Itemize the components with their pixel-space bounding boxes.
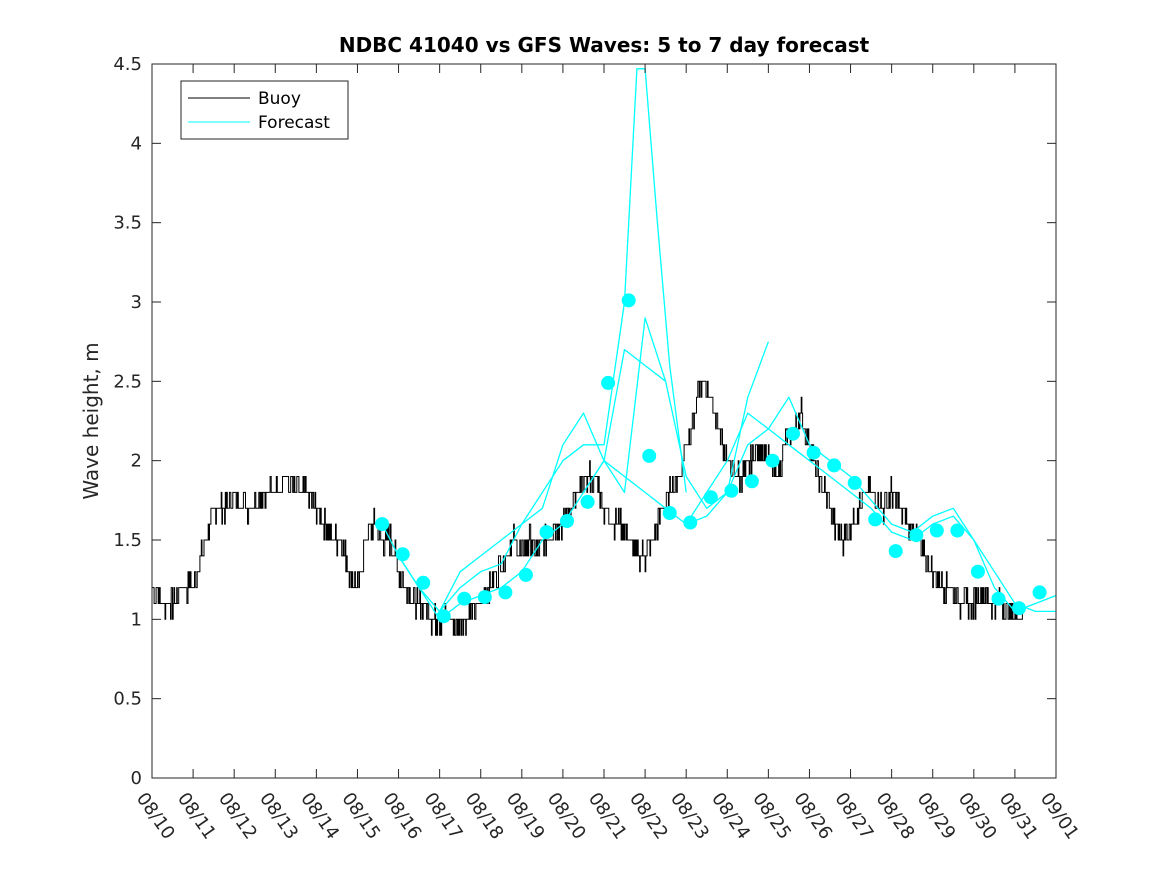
forecast-marker	[806, 445, 821, 460]
forecast-marker	[970, 564, 985, 579]
y-tick-label: 0	[131, 768, 142, 789]
legend-box	[180, 80, 349, 140]
x-tick-label: 08/19	[502, 789, 549, 844]
x-tick-label: 08/30	[954, 789, 1001, 844]
x-tick-label: 08/16	[378, 789, 425, 844]
x-tick-label: 08/21	[584, 789, 631, 844]
x-tick-label: 08/14	[296, 789, 343, 844]
forecast-marker	[909, 528, 924, 543]
x-tick-label: 08/18	[461, 789, 508, 844]
y-tick-label: 3	[131, 292, 142, 313]
x-tick-label: 08/26	[789, 789, 836, 844]
x-tick-label: 08/11	[173, 789, 220, 844]
forecast-marker	[416, 575, 431, 590]
x-axis: 08/1008/1108/1208/1308/1408/1508/1608/17…	[132, 64, 1083, 843]
y-tick-label: 1.5	[113, 530, 142, 551]
forecast-marker	[744, 474, 759, 489]
forecast-marker	[662, 506, 677, 520]
forecast-run-line-3	[439, 317, 770, 612]
x-tick-label: 08/13	[255, 789, 302, 844]
x-tick-label: 08/25	[748, 789, 795, 844]
legend-forecast-label: Forecast	[258, 113, 330, 133]
x-tick-label: 08/17	[420, 789, 467, 844]
y-tick-label: 3.5	[113, 213, 142, 234]
y-tick-label: 4	[131, 133, 142, 154]
forecast-marker	[868, 512, 883, 527]
x-tick-label: 08/31	[995, 789, 1042, 844]
x-tick-label: 08/22	[625, 789, 672, 844]
forecast-marker	[703, 490, 718, 505]
forecast-run-line-4	[582, 428, 1056, 613]
y-tick-label: 4.5	[113, 54, 142, 75]
forecast-marker	[601, 375, 616, 390]
y-tick-label: 1	[131, 609, 142, 630]
buoy-series-line	[152, 380, 1023, 636]
forecast-marker	[518, 567, 533, 582]
forecast-marker	[498, 585, 513, 600]
series-layer	[152, 68, 1056, 636]
legend-buoy-label: Buoy	[258, 89, 301, 109]
forecast-marker	[950, 523, 965, 538]
y-tick-label: 2	[131, 451, 142, 472]
y-tick-label: 0.5	[113, 689, 142, 710]
forecast-marker	[477, 590, 492, 605]
forecast-marker	[847, 475, 862, 490]
forecast-marker	[539, 525, 554, 540]
x-tick-label: 08/12	[214, 789, 261, 844]
forecast-marker	[642, 448, 657, 463]
forecast-marker	[1012, 601, 1026, 616]
x-tick-label: 08/24	[707, 789, 754, 844]
forecast-marker	[827, 458, 842, 473]
forecast-marker	[436, 609, 451, 624]
forecast-marker	[560, 514, 574, 528]
y-axis-label: Wave height, m	[79, 342, 103, 499]
x-tick-label: 08/15	[337, 789, 384, 844]
plot-area-frame	[151, 63, 1057, 779]
x-tick-label: 08/29	[913, 789, 960, 844]
x-tick-label: 09/01	[1036, 789, 1083, 844]
x-tick-label: 08/10	[132, 789, 179, 844]
x-tick-label: 08/20	[543, 789, 590, 844]
forecast-marker	[929, 523, 944, 538]
legend: Buoy Forecast	[180, 80, 349, 140]
x-tick-label: 08/23	[666, 789, 713, 844]
forecast-marker	[395, 547, 410, 562]
forecast-marker	[683, 515, 698, 530]
forecast-run-line-5	[685, 396, 1056, 613]
forecast-marker	[724, 483, 739, 498]
forecast-marker	[1032, 585, 1047, 600]
forecast-marker	[786, 426, 800, 441]
forecast-marker	[457, 591, 472, 606]
chart-title: NDBC 41040 vs GFS Waves: 5 to 7 day fore…	[339, 33, 870, 57]
forecast-run-line-2	[397, 68, 687, 613]
forecast-marker	[375, 517, 390, 532]
forecast-marker	[580, 494, 595, 509]
y-tick-label: 2.5	[113, 371, 142, 392]
forecast-marker	[888, 544, 903, 559]
forecast-marker	[621, 293, 636, 308]
forecast-marker	[991, 591, 1006, 606]
x-tick-label: 08/27	[830, 789, 877, 844]
forecast-marker	[765, 453, 780, 468]
x-tick-label: 08/28	[872, 789, 919, 844]
y-axis: 0 0.5 1 1.5 2 2.5 3 3.5 4 4.5	[113, 54, 1056, 789]
